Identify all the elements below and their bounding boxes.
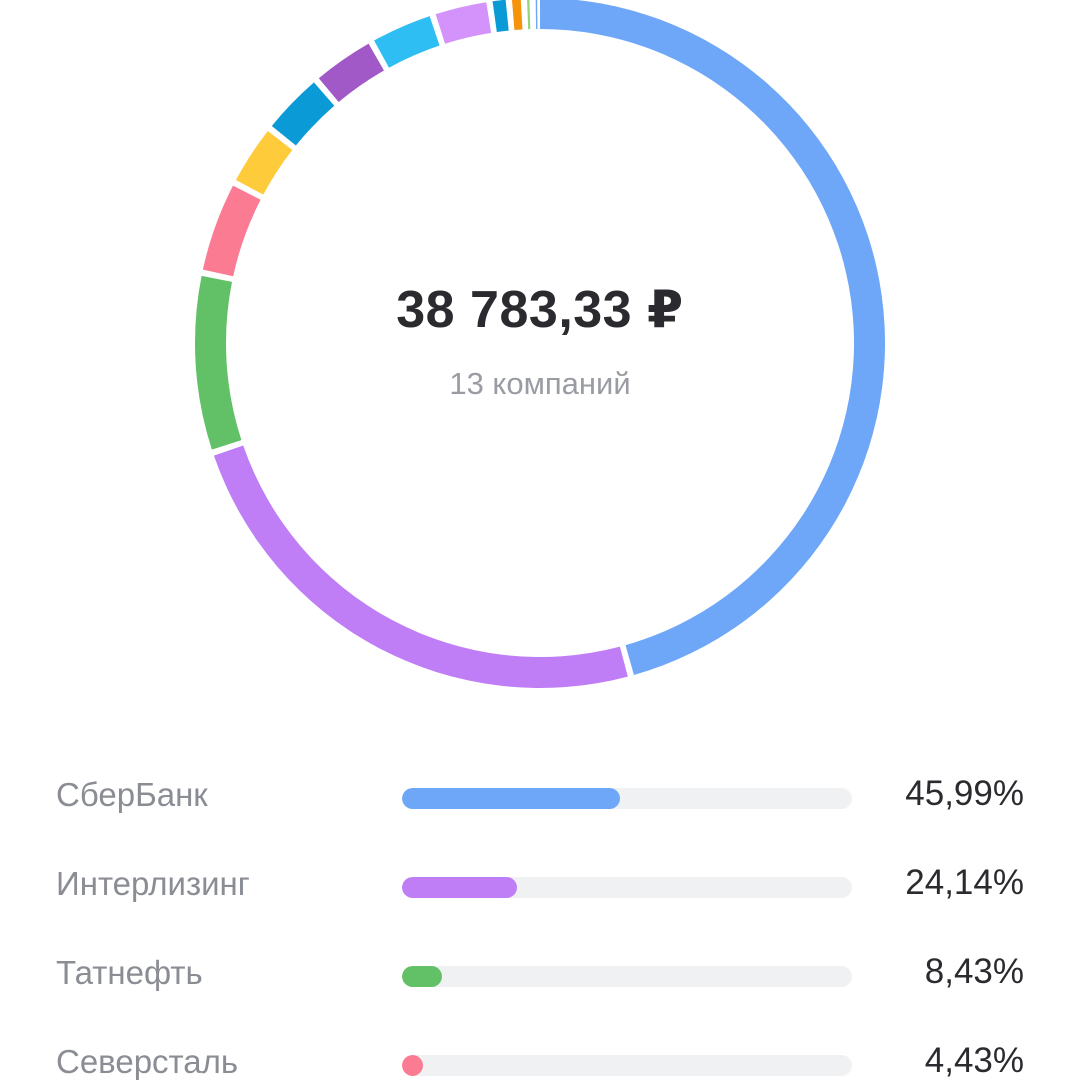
share-percent: 24,14% [905,863,1024,902]
donut-slice-8[interactable] [374,16,440,68]
donut-slice-12[interactable] [527,0,531,30]
donut-slice-11[interactable] [511,0,523,31]
share-percent: 4,43% [924,1041,1024,1080]
share-bar-track [402,788,852,809]
company-row-interleasing[interactable]: Интерлизинг 24,14% [0,841,1080,930]
share-bar-track [402,877,852,898]
company-row-sberbank[interactable]: СберБанк 45,99% [0,752,1080,841]
donut-slice-13[interactable] [535,0,538,30]
donut-chart-svg [195,0,885,688]
share-percent: 8,43% [924,952,1024,991]
share-bar-fill [402,877,517,898]
company-name: СберБанк [56,776,208,813]
share-bar-fill [402,966,443,987]
company-row-tatneft[interactable]: Татнефть 8,43% [0,930,1080,1019]
portfolio-total: 38 783,33 ₽ [396,281,684,339]
donut-slice-7[interactable] [318,43,384,103]
donut-slice-2[interactable] [213,445,628,688]
company-share-list: СберБанк 45,99% Интерлизинг 24,14% Татне… [0,752,1080,1080]
share-bar-fill [402,1055,424,1076]
share-bar-fill [402,788,621,809]
share-bar-track [402,966,852,987]
company-name: Северсталь [56,1043,239,1080]
company-name: Интерлизинг [56,865,250,902]
donut-slice-9[interactable] [435,2,492,44]
share-bar-track [402,1055,852,1076]
company-name: Татнефть [56,954,203,991]
share-percent: 45,99% [905,774,1024,813]
donut-slice-4[interactable] [202,185,261,277]
donut-slice-3[interactable] [195,275,242,450]
company-row-severstal[interactable]: Северсталь 4,43% [0,1019,1080,1080]
donut-chart: 38 783,33 ₽ 13 компаний [195,0,885,688]
donut-slice-6[interactable] [271,82,335,146]
company-count: 13 компаний [449,366,631,401]
donut-slice-10[interactable] [492,0,509,32]
donut-slice-5[interactable] [235,130,293,195]
